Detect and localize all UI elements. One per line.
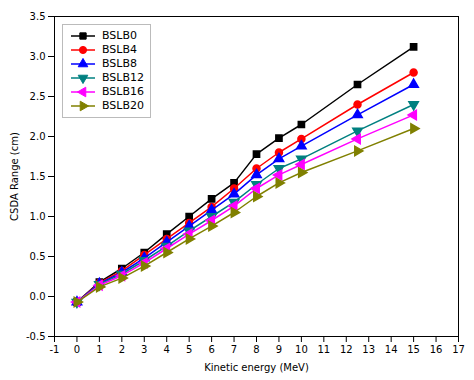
- svg-text:1.5: 1.5: [30, 171, 46, 182]
- svg-text:5: 5: [186, 344, 192, 355]
- svg-text:Kinetic energy (MeV): Kinetic energy (MeV): [204, 362, 309, 373]
- svg-text:17: 17: [452, 344, 465, 355]
- html-text:BSLB4: BSLB4: [102, 43, 137, 56]
- html-text:BSLB16: BSLB16: [102, 85, 144, 98]
- svg-text:1: 1: [96, 344, 102, 355]
- svg-text:10: 10: [295, 344, 308, 355]
- svg-text:3.5: 3.5: [30, 11, 46, 22]
- svg-text:7: 7: [231, 344, 237, 355]
- svg-text:4: 4: [164, 344, 170, 355]
- svg-text:0.0: 0.0: [30, 291, 46, 302]
- svg-text:3: 3: [141, 344, 147, 355]
- svg-text:2.0: 2.0: [30, 131, 46, 142]
- svg-text:2.5: 2.5: [30, 91, 46, 102]
- html-text:BSLB20: BSLB20: [102, 99, 144, 112]
- html-text:BSLB8: BSLB8: [102, 57, 137, 70]
- svg-text:0: 0: [74, 344, 80, 355]
- svg-text:1.0: 1.0: [30, 211, 46, 222]
- html-text:BSLB12: BSLB12: [102, 71, 144, 84]
- svg-text:12: 12: [340, 344, 353, 355]
- svg-text:11: 11: [317, 344, 330, 355]
- svg-text:14: 14: [385, 344, 398, 355]
- svg-text:16: 16: [430, 344, 443, 355]
- svg-text:3.0: 3.0: [30, 51, 46, 62]
- svg-text:15: 15: [407, 344, 420, 355]
- svg-text:-1: -1: [50, 344, 60, 355]
- svg-text:-0.5: -0.5: [26, 331, 46, 342]
- svg-text:8: 8: [253, 344, 259, 355]
- svg-text:CSDA Range (cm): CSDA Range (cm): [9, 132, 20, 221]
- svg-text:13: 13: [362, 344, 375, 355]
- html-text:BSLB0: BSLB0: [102, 29, 137, 42]
- svg-text:6: 6: [208, 344, 214, 355]
- svg-text:9: 9: [276, 344, 282, 355]
- svg-text:2: 2: [119, 344, 125, 355]
- svg-text:0.5: 0.5: [30, 251, 46, 262]
